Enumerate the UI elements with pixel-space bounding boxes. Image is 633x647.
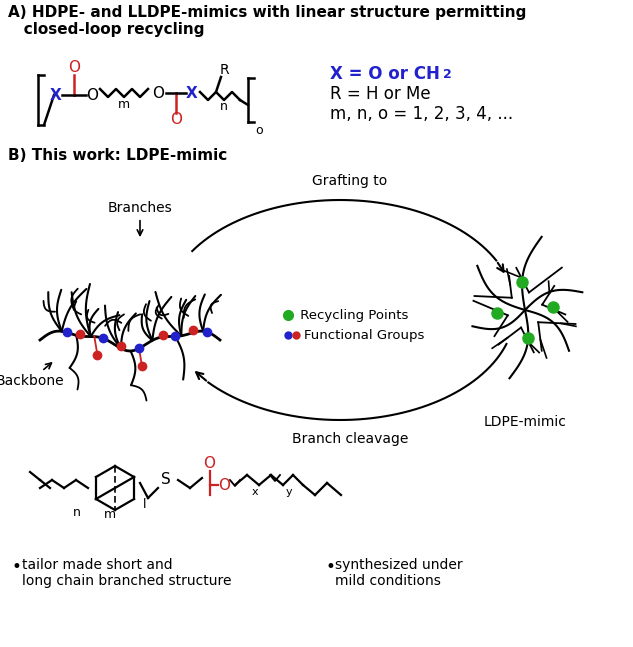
Text: n: n bbox=[73, 506, 81, 519]
Text: X: X bbox=[50, 87, 62, 102]
Text: m, n, o = 1, 2, 3, 4, ...: m, n, o = 1, 2, 3, 4, ... bbox=[330, 105, 513, 123]
Text: Branches: Branches bbox=[108, 201, 172, 236]
Text: O: O bbox=[152, 85, 164, 100]
Text: mild conditions: mild conditions bbox=[335, 574, 441, 588]
Text: Branch cleavage: Branch cleavage bbox=[292, 432, 408, 446]
Text: •: • bbox=[325, 558, 335, 576]
Text: closed-loop recycling: closed-loop recycling bbox=[8, 22, 204, 37]
Text: X = O or CH: X = O or CH bbox=[330, 65, 440, 83]
Text: o: o bbox=[255, 124, 263, 137]
Text: y: y bbox=[285, 487, 292, 497]
Text: l: l bbox=[143, 498, 147, 511]
Text: B) This work: LDPE-mimic: B) This work: LDPE-mimic bbox=[8, 148, 227, 163]
Text: tailor made short and: tailor made short and bbox=[22, 558, 173, 572]
Text: m: m bbox=[104, 508, 116, 521]
Text: Backbone: Backbone bbox=[0, 363, 65, 388]
Text: Grafting to: Grafting to bbox=[312, 174, 387, 188]
Text: synthesized under: synthesized under bbox=[335, 558, 463, 572]
Text: O: O bbox=[218, 477, 230, 492]
Text: O: O bbox=[203, 457, 215, 472]
Text: O: O bbox=[86, 87, 98, 102]
Text: A) HDPE- and LLDPE-mimics with linear structure permitting: A) HDPE- and LLDPE-mimics with linear st… bbox=[8, 5, 527, 20]
Text: O: O bbox=[68, 61, 80, 76]
Text: LDPE-mimic: LDPE-mimic bbox=[484, 415, 567, 429]
Text: long chain branched structure: long chain branched structure bbox=[22, 574, 232, 588]
Text: O: O bbox=[170, 113, 182, 127]
Text: m: m bbox=[118, 98, 130, 111]
Text: R = H or Me: R = H or Me bbox=[330, 85, 430, 103]
Text: Recycling Points: Recycling Points bbox=[296, 309, 408, 322]
Text: X: X bbox=[186, 85, 198, 100]
Text: 2: 2 bbox=[443, 68, 452, 81]
Text: R: R bbox=[219, 63, 229, 77]
Text: •: • bbox=[12, 558, 22, 576]
Text: Functional Groups: Functional Groups bbox=[304, 329, 424, 342]
Text: S: S bbox=[161, 472, 171, 487]
Text: x: x bbox=[252, 487, 258, 497]
Text: n: n bbox=[220, 100, 228, 113]
